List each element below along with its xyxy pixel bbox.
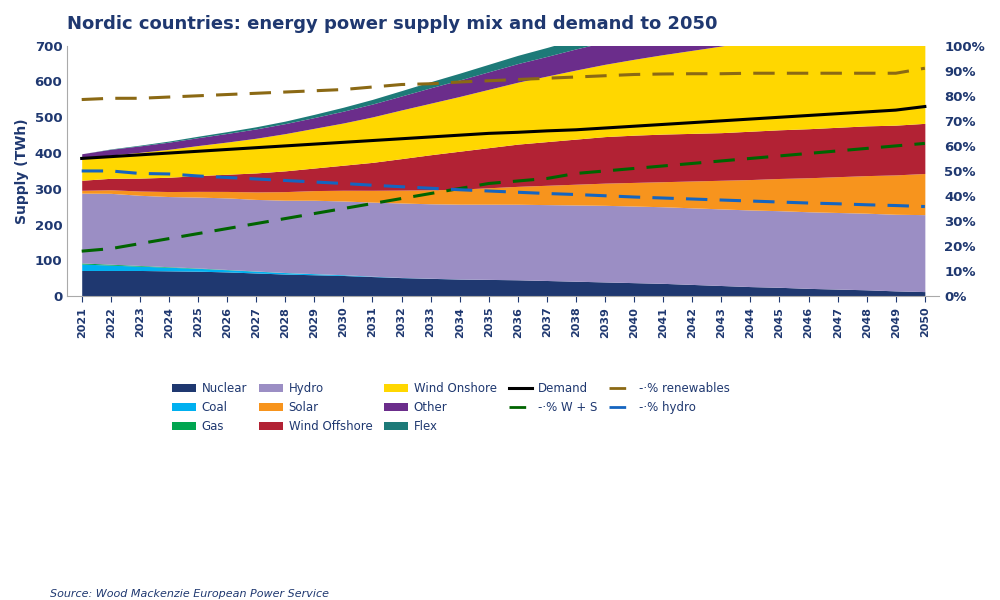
- Legend: Nuclear, Coal, Gas, Hydro, Solar, Wind Offshore, Wind Onshore, Other, Flex, Dema: Nuclear, Coal, Gas, Hydro, Solar, Wind O…: [168, 377, 734, 437]
- Text: Source: Wood Mackenzie European Power Service: Source: Wood Mackenzie European Power Se…: [50, 589, 329, 599]
- Y-axis label: Supply (TWh): Supply (TWh): [15, 118, 29, 224]
- Text: Nordic countries: energy power supply mix and demand to 2050: Nordic countries: energy power supply mi…: [67, 15, 718, 33]
